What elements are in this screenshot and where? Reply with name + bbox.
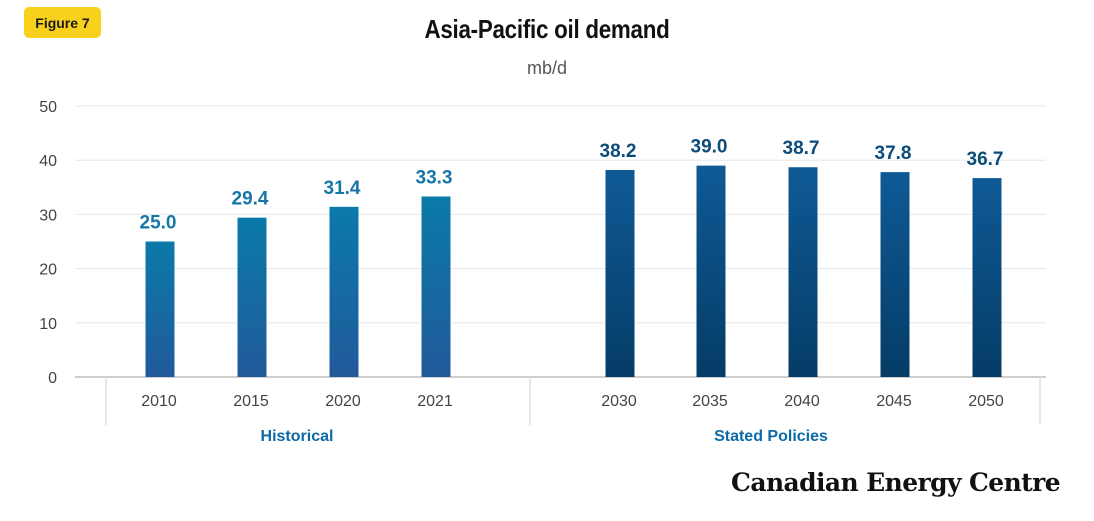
y-tick-label: 10 [39,316,57,333]
bar-2015 [237,217,267,377]
data-label-2050: 36.7 [967,149,1004,170]
bar-2020 [329,206,359,377]
bar-2050 [972,178,1002,377]
data-label-2040: 38.7 [783,138,820,159]
bar-2045 [880,172,910,377]
bar-2030 [605,169,635,377]
y-tick-label: 0 [48,370,57,387]
y-tick-label: 50 [39,99,57,116]
data-label-2035: 39.0 [691,137,728,158]
brand-logo-text: Canadian Energy Centre [731,468,1061,497]
y-tick-label: 40 [39,153,57,170]
x-tick-label-2045: 2045 [876,393,912,410]
group-label-stated-policies: Stated Policies [714,428,828,445]
bar-2010 [145,241,175,377]
figure-badge: Figure 7 [24,7,101,38]
x-tick-label-2050: 2050 [968,393,1004,410]
data-label-2045: 37.8 [875,143,912,164]
data-label-2021: 33.3 [416,168,453,189]
data-label-2030: 38.2 [600,141,637,162]
x-tick-label-2010: 2010 [141,393,177,410]
group-label-historical: Historical [261,428,334,445]
x-tick-label-2030: 2030 [601,393,637,410]
bar-2021 [421,196,451,377]
bar-2040 [788,167,818,377]
bar-2035 [696,165,726,377]
chart-unit-label: mb/d [526,58,568,78]
x-tick-label-2015: 2015 [233,393,269,410]
data-label-2020: 31.4 [324,178,361,199]
chart-title: Asia-Pacific oil demand [424,14,670,44]
x-tick-label-2020: 2020 [325,393,361,410]
data-label-2010: 25.0 [140,213,177,234]
x-tick-label-2021: 2021 [417,393,453,410]
x-tick-label-2035: 2035 [692,393,728,410]
y-tick-label: 20 [39,262,57,279]
x-tick-label-2040: 2040 [784,393,820,410]
data-label-2015: 29.4 [232,189,269,210]
y-tick-label: 30 [39,207,57,224]
